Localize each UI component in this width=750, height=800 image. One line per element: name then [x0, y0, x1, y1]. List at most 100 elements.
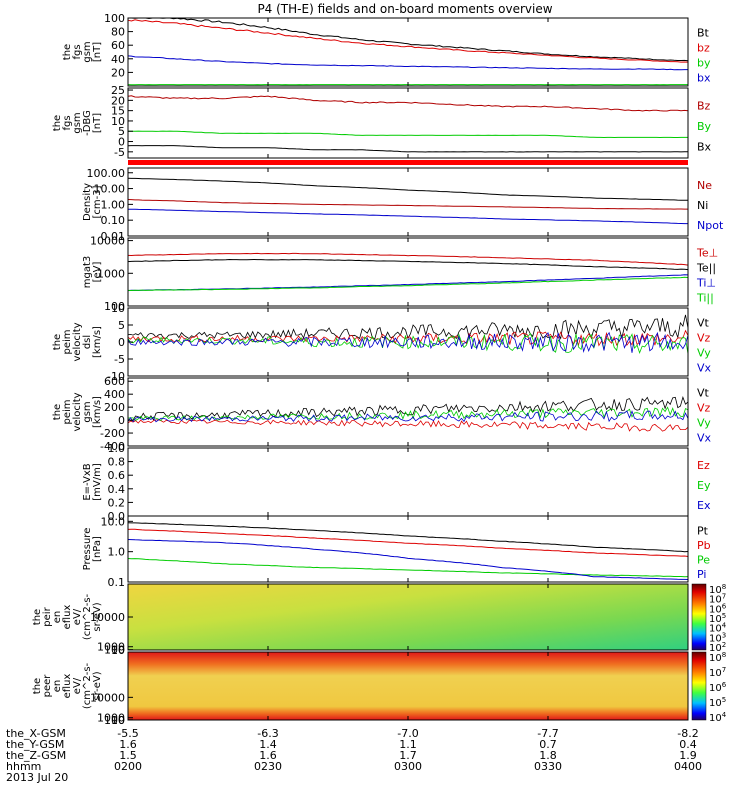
- y-axis-label: gsm: [72, 112, 83, 133]
- legend-label: Vt: [697, 317, 710, 330]
- y-tick-label: 600: [104, 375, 125, 388]
- y-axis-label: eflux: [62, 674, 73, 699]
- colorbar-label: 102: [709, 641, 726, 654]
- x-axis-row-label: the_Z-GSM: [6, 749, 66, 762]
- x-axis-value: 0400: [674, 760, 702, 773]
- y-tick-label: 1000: [97, 641, 125, 654]
- colorbar-label: 107: [709, 666, 726, 679]
- y-tick-label: 40: [111, 53, 125, 66]
- y-tick-label: 1.00: [101, 198, 126, 211]
- y-tick-label: 0.01: [101, 230, 126, 243]
- y-axis-label: peim: [62, 329, 73, 354]
- y-axis-label: eV/: [72, 608, 83, 625]
- y-axis-label: [nPa]: [92, 536, 103, 562]
- x-axis-date: 2013 Jul 20: [6, 771, 68, 784]
- colorbar-label: 106: [709, 681, 727, 694]
- y-axis-label: dsl: [82, 335, 93, 349]
- x-axis-value: 0300: [394, 760, 422, 773]
- legend-label: Npot: [697, 219, 724, 232]
- y-axis-label: the: [62, 44, 73, 60]
- y-tick-label: 0.10: [101, 214, 126, 227]
- y-tick-label: 0.6: [108, 469, 126, 482]
- series-line-Pe: [127, 558, 689, 578]
- colorbar-label: 104: [709, 711, 727, 724]
- x-axis-value: 0330: [534, 760, 562, 773]
- y-axis-label: [nT]: [92, 113, 103, 133]
- y-tick-label: 10: [111, 302, 125, 315]
- colorbar-label: 106: [709, 602, 727, 615]
- colorbar-label: 104: [709, 622, 727, 635]
- series-line-Te||: [127, 258, 689, 271]
- y-axis-label: Pressure: [82, 528, 93, 571]
- y-tick-label: 10: [111, 714, 125, 727]
- x-axis-value: 1.6: [119, 738, 137, 751]
- y-axis-label: [km/s]: [92, 326, 103, 358]
- y-tick-label: -200: [100, 427, 125, 440]
- x-axis-value: 1.9: [679, 749, 697, 762]
- legend-label: Bx: [697, 141, 712, 154]
- y-axis-label: (cm^2-s-: [82, 662, 93, 709]
- colorbar-label: 108: [709, 583, 726, 596]
- y-tick-label: 0: [118, 136, 125, 149]
- series-line-Bz: [127, 95, 689, 112]
- series-line-Pb: [127, 528, 689, 557]
- x-axis-value: 1.1: [399, 738, 417, 751]
- colorbar: [691, 651, 707, 721]
- heatmap-field: [128, 584, 688, 650]
- y-axis-label: [cm-3]: [92, 185, 103, 218]
- y-tick-label: -5: [114, 146, 125, 159]
- panel-frame: [127, 17, 689, 87]
- y-tick-label: 1000: [97, 712, 125, 725]
- x-axis-row-label: the_Y-GSM: [6, 738, 64, 751]
- y-tick-label: 10.0: [101, 515, 126, 528]
- y-tick-label: 100.00: [87, 167, 126, 180]
- y-tick-label: 100: [104, 714, 125, 727]
- y-axis-label: (cm^2-s-: [82, 593, 93, 640]
- separator-bar: [128, 160, 688, 165]
- y-tick-label: -5: [114, 353, 125, 366]
- series-line-Vt: [127, 314, 689, 340]
- x-axis-value: -7.0: [397, 727, 418, 740]
- y-axis-label: gsm: [82, 401, 93, 422]
- series-line-Vy: [127, 406, 689, 422]
- legend-label: Ey: [697, 479, 711, 492]
- y-tick-label: 200: [104, 401, 125, 414]
- y-tick-label: 15: [111, 105, 125, 118]
- y-tick-label: 0: [118, 414, 125, 427]
- legend-label: Ni: [697, 199, 708, 212]
- legend-label: By: [697, 120, 712, 133]
- colorbar-label: 105: [709, 696, 726, 709]
- y-axis-label: peer: [42, 674, 53, 698]
- y-tick-label: 0.1: [108, 576, 126, 589]
- legend-label: Te||: [696, 262, 716, 275]
- x-axis-value: 0230: [254, 760, 282, 773]
- series-line-Ni: [127, 177, 689, 201]
- y-axis-label: peim: [62, 399, 73, 424]
- x-axis-value: 0.7: [539, 738, 557, 751]
- y-tick-label: 5: [118, 319, 125, 332]
- y-axis-label: E=-VxB: [82, 463, 93, 500]
- x-axis-row-label: hhmm: [6, 760, 41, 773]
- legend-label: Vy: [697, 347, 711, 360]
- panel-frame: [127, 447, 689, 517]
- legend-label: Vz: [697, 332, 711, 345]
- x-axis-value: 1.5: [119, 749, 137, 762]
- legend-label: Te⊥: [696, 247, 718, 260]
- y-axis-label: the: [52, 334, 63, 350]
- series-line-Pt: [127, 522, 689, 553]
- y-tick-label: 25: [111, 84, 125, 97]
- y-tick-label: 1.0: [108, 442, 126, 455]
- series-line-Ne: [127, 199, 688, 210]
- series-line-By: [128, 130, 688, 139]
- legend-label: Vx: [697, 432, 712, 445]
- y-tick-label: 60: [111, 39, 125, 52]
- y-tick-label: 20: [111, 94, 125, 107]
- y-tick-label: 10000: [90, 235, 125, 248]
- legend-label: Bt: [697, 27, 710, 40]
- series-line-Ti||: [127, 276, 689, 292]
- series-line-Vx: [127, 410, 689, 423]
